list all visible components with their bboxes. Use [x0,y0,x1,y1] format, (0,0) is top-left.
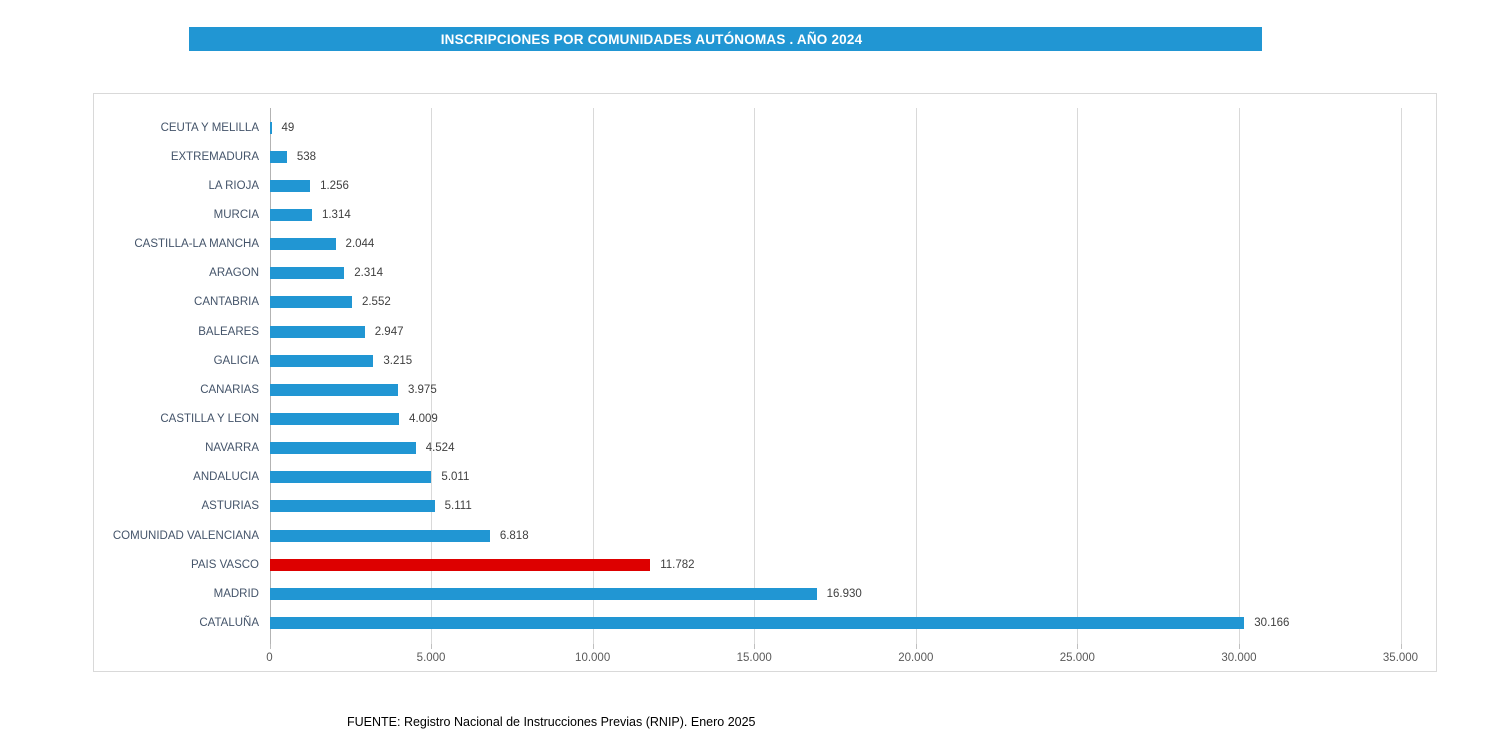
bar [269,587,817,600]
bar [269,354,374,367]
tick-mark [915,644,917,649]
gridline [592,108,594,644]
bar [269,529,490,542]
gridline [431,108,433,644]
x-tick-label: 15.000 [736,652,772,664]
x-tick-label: 10.000 [575,652,611,664]
category-label: BALEARES [198,325,259,338]
category-label: MURCIA [213,208,259,221]
x-tick-label: 35.000 [1382,652,1419,664]
category-label: ARAGON [209,267,259,280]
category-label: CASTILLA-LA MANCHA [134,238,259,251]
category-label: GALICIA [213,354,259,367]
gridline [1400,108,1402,644]
value-label: 2.947 [374,325,404,338]
value-label: 30.166 [1254,617,1290,630]
gridline [915,108,917,644]
bar-highlighted [269,558,651,571]
category-label: CATALUÑA [199,617,259,630]
bar [269,267,345,280]
value-label: 2.552 [361,296,391,309]
value-label: 4.524 [425,442,455,455]
title-banner: INSCRIPCIONES POR COMUNIDADES AUTÓNOMAS … [189,27,1262,51]
category-label: CEUTA Y MELILLA [160,121,259,134]
bar [269,442,416,455]
category-label: LA RIOJA [208,179,260,192]
tick-mark [431,644,433,649]
bar [269,121,272,134]
tick-mark [1238,644,1240,649]
tick-mark [1077,644,1079,649]
category-label: CANARIAS [200,383,259,396]
value-label: 5.111 [444,500,472,513]
gridline [754,108,756,644]
value-label: 2.044 [345,238,375,251]
value-label: 2.314 [354,267,384,280]
tick-mark [754,644,756,649]
bar [269,617,1245,630]
value-label: 5.011 [441,471,470,484]
gridline [1077,108,1079,644]
gridline [1238,108,1240,644]
value-label: 1.314 [321,208,351,221]
value-label: 49 [281,121,295,134]
category-label: PAIS VASCO [191,558,259,571]
category-label: COMUNIDAD VALENCIANA [112,529,259,542]
x-tick-label: 30.000 [1221,652,1257,664]
source-note: FUENTE: Registro Nacional de Instruccion… [347,715,756,729]
category-label: CASTILLA Y LEON [160,413,259,425]
value-label: 3.975 [407,383,437,396]
bar [269,500,435,513]
chart-area: 0 5.000 10.000 15.000 20.000 25.000 30.000 35.0… [93,93,1437,672]
x-tick-label: 5.000 [416,652,446,664]
category-label: ASTURIAS [201,500,259,513]
value-label: 538 [296,150,317,163]
bar [269,413,400,425]
bar [269,296,352,309]
tick-mark [269,644,271,649]
value-label: 11.782 [660,558,695,571]
category-label: MADRID [213,587,259,600]
bar [269,471,432,484]
bar [269,383,398,396]
value-label: 4.009 [409,413,438,425]
value-label: 16.930 [826,587,862,600]
x-tick-label: 20.000 [898,652,934,664]
category-label: ANDALUCIA [193,471,259,484]
bar [269,325,365,338]
bar [269,208,312,221]
category-label: EXTREMADURA [170,150,259,163]
x-tick-label: 25.000 [1059,652,1095,664]
tick-mark [1400,644,1402,649]
value-label: 6.818 [499,529,529,542]
value-label: 3.215 [383,354,413,367]
bar [269,179,311,192]
tick-mark [592,644,594,649]
category-label: NAVARRA [205,442,259,455]
bar [269,238,336,251]
chart-title: INSCRIPCIONES POR COMUNIDADES AUTÓNOMAS … [440,31,863,47]
x-tick-label: 0 [266,652,273,664]
y-axis-line [269,108,271,644]
bar [269,150,287,163]
category-label: CANTABRIA [194,296,259,309]
value-label: 1.256 [320,179,349,192]
